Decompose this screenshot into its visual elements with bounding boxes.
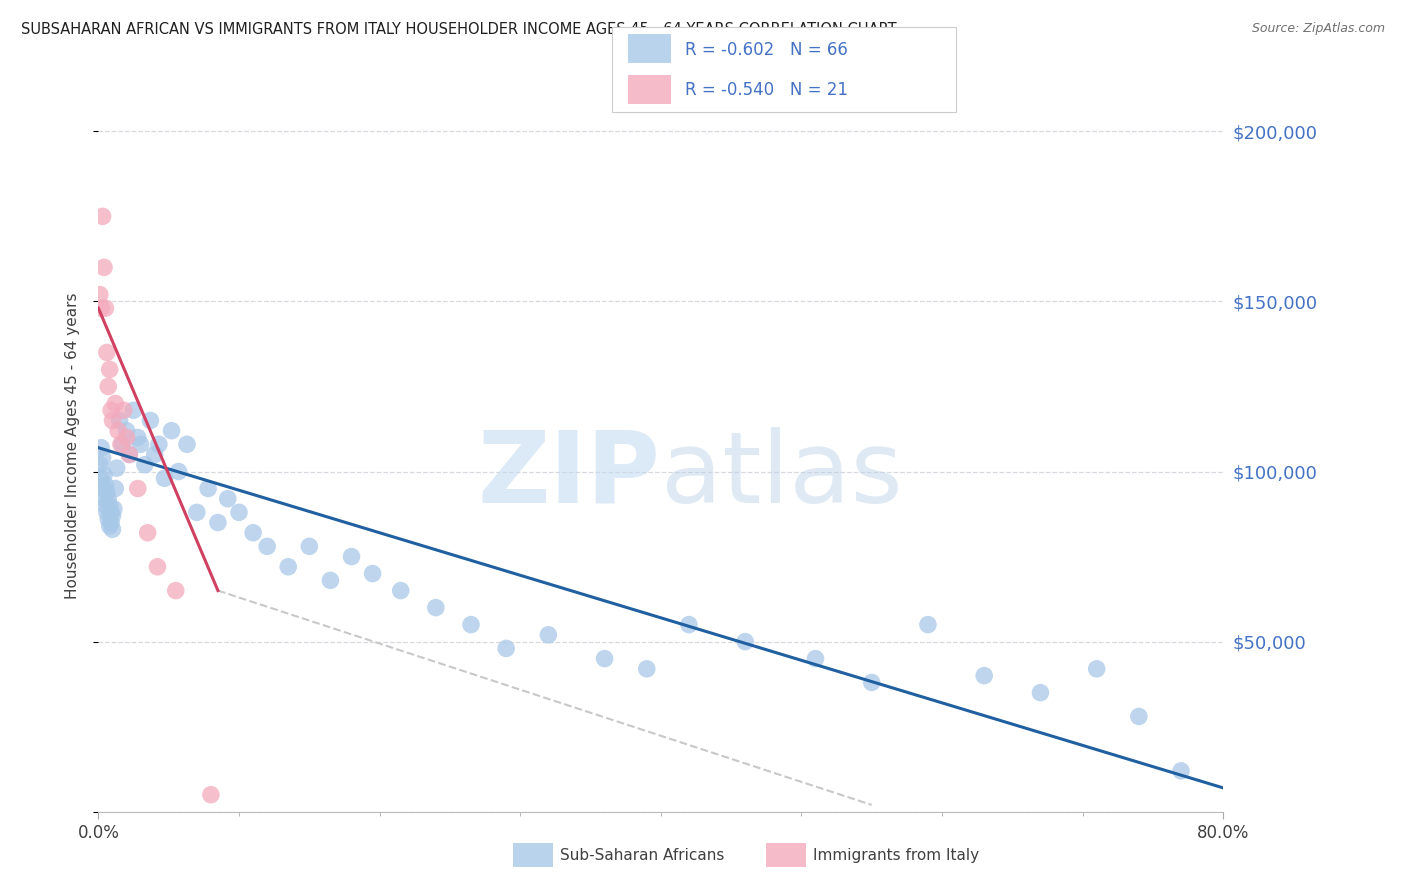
Point: [973, 668, 995, 682]
Point: [804, 651, 827, 665]
Point: [167, 465, 190, 479]
Point: [242, 525, 264, 540]
Point: [139, 413, 162, 427]
Point: [537, 628, 560, 642]
Point: [97, 379, 120, 393]
Point: [101, 522, 124, 536]
Text: Immigrants from Italy: Immigrants from Italy: [813, 848, 979, 863]
Point: [105, 461, 128, 475]
Text: R = -0.540   N = 21: R = -0.540 N = 21: [685, 81, 848, 99]
Point: [100, 505, 122, 519]
Point: [176, 437, 198, 451]
Text: ZIP: ZIP: [478, 426, 661, 524]
Point: [94, 301, 117, 316]
Text: SUBSAHARAN AFRICAN VS IMMIGRANTS FROM ITALY HOUSEHOLDER INCOME AGES 45 - 64 YEAR: SUBSAHARAN AFRICAN VS IMMIGRANTS FROM IT…: [21, 22, 897, 37]
Point: [860, 675, 883, 690]
Point: [112, 403, 135, 417]
Point: [186, 505, 208, 519]
Point: [98, 519, 121, 533]
Point: [1085, 662, 1108, 676]
Point: [96, 484, 118, 499]
Point: [1128, 709, 1150, 723]
Point: [98, 362, 121, 376]
Point: [89, 458, 111, 472]
Point: [90, 441, 112, 455]
Point: [101, 413, 124, 427]
Point: [104, 396, 127, 410]
Point: [98, 499, 121, 513]
Point: [1029, 686, 1052, 700]
Point: [146, 559, 169, 574]
Point: [678, 617, 700, 632]
Point: [136, 525, 159, 540]
Point: [104, 482, 127, 496]
Point: [90, 471, 112, 485]
Point: [93, 491, 115, 506]
Point: [636, 662, 658, 676]
Point: [495, 641, 517, 656]
Point: [93, 467, 115, 482]
Text: Sub-Saharan Africans: Sub-Saharan Africans: [560, 848, 724, 863]
Point: [389, 583, 412, 598]
Point: [129, 437, 152, 451]
Point: [100, 403, 122, 417]
Point: [93, 260, 115, 275]
Point: [460, 617, 482, 632]
Point: [97, 512, 120, 526]
Point: [127, 482, 149, 496]
Point: [111, 437, 134, 451]
Point: [200, 788, 222, 802]
Point: [115, 430, 138, 444]
Point: [165, 583, 187, 598]
Point: [96, 505, 118, 519]
Point: [593, 651, 616, 665]
Text: R = -0.602   N = 66: R = -0.602 N = 66: [685, 40, 848, 59]
Point: [298, 540, 321, 554]
Point: [217, 491, 239, 506]
Point: [115, 424, 138, 438]
Point: [118, 448, 141, 462]
Point: [228, 505, 250, 519]
Y-axis label: Householder Income Ages 45 - 64 years: Householder Income Ages 45 - 64 years: [65, 293, 80, 599]
Point: [425, 600, 447, 615]
Point: [91, 482, 114, 496]
Point: [134, 458, 156, 472]
Point: [143, 448, 166, 462]
Point: [160, 424, 183, 438]
Point: [1170, 764, 1192, 778]
Point: [103, 502, 125, 516]
Point: [94, 499, 117, 513]
Point: [917, 617, 939, 632]
Point: [90, 301, 112, 316]
Point: [118, 448, 141, 462]
Text: Source: ZipAtlas.com: Source: ZipAtlas.com: [1251, 22, 1385, 36]
Point: [101, 508, 124, 523]
Point: [108, 413, 131, 427]
Text: atlas: atlas: [661, 426, 903, 524]
Point: [97, 491, 120, 506]
Point: [127, 430, 149, 444]
Point: [91, 210, 114, 224]
Point: [91, 450, 114, 465]
Point: [100, 516, 122, 530]
Point: [89, 287, 111, 301]
Point: [734, 634, 756, 648]
Point: [96, 345, 118, 359]
Point: [94, 478, 117, 492]
Point: [110, 437, 132, 451]
Point: [340, 549, 363, 564]
Point: [319, 574, 342, 588]
Point: [277, 559, 299, 574]
Point: [197, 482, 219, 496]
Point: [256, 540, 278, 554]
Point: [148, 437, 170, 451]
Point: [361, 566, 384, 581]
Point: [207, 516, 229, 530]
Point: [122, 403, 145, 417]
Point: [107, 424, 129, 438]
Point: [153, 471, 176, 485]
